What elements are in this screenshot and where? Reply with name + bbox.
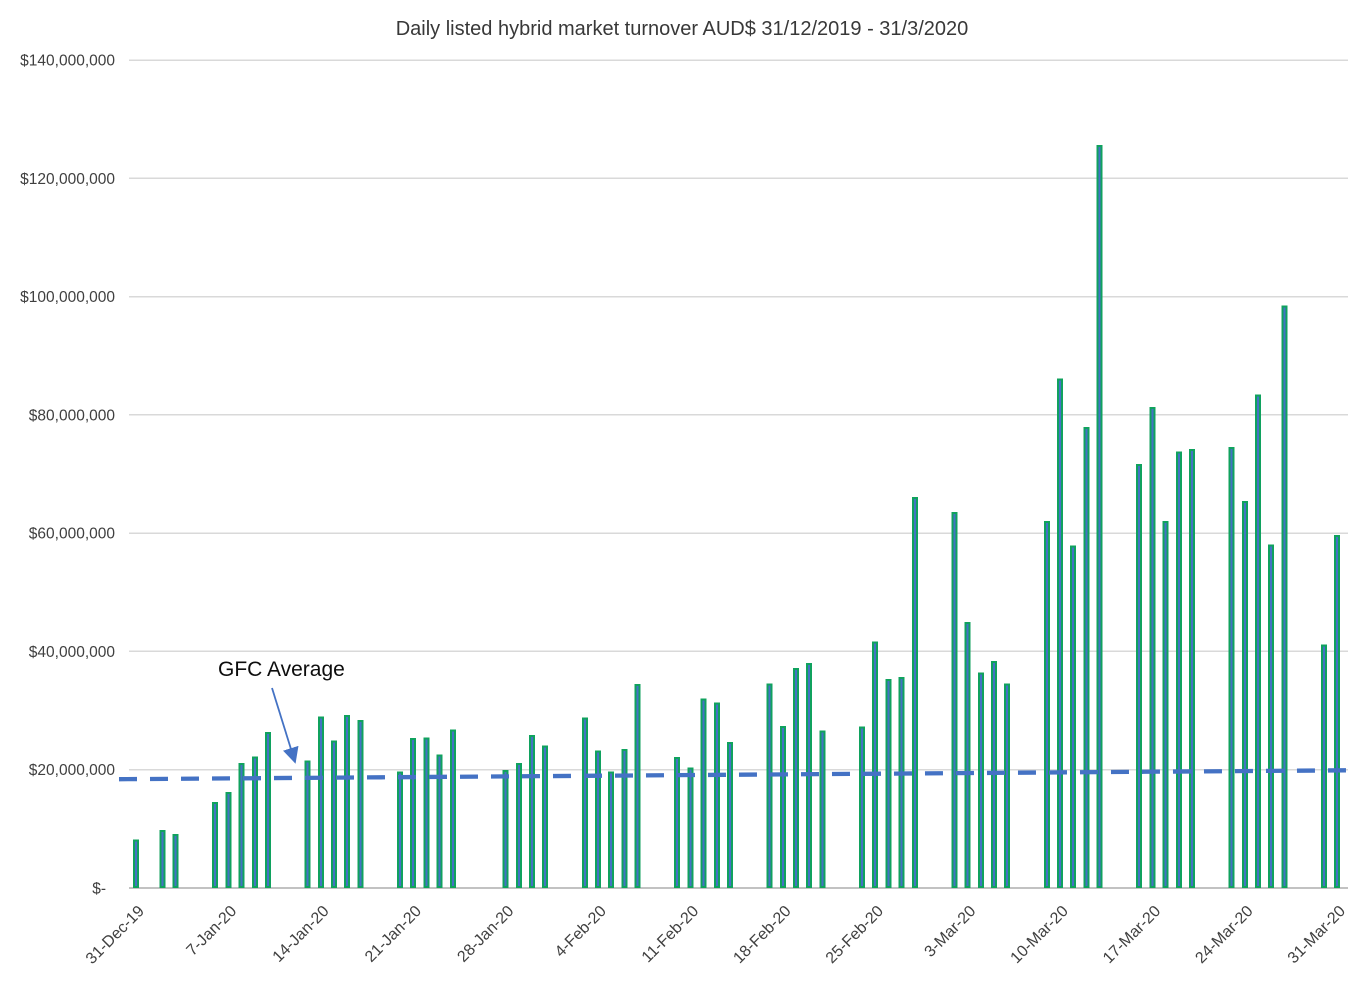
bar	[251, 756, 258, 888]
bar	[1228, 447, 1235, 888]
gfc-annotation-arrow	[271, 687, 299, 764]
bar	[727, 742, 733, 888]
gfc-average-label: GFC Average	[218, 658, 345, 681]
bar	[172, 833, 179, 888]
bar	[911, 497, 918, 888]
y-tick-label: $100,000,000	[20, 289, 115, 306]
bar	[529, 735, 535, 888]
bar	[674, 756, 681, 889]
chart-title: Daily listed hybrid market turnover AUD$…	[395, 18, 969, 40]
bar	[212, 801, 219, 888]
bar	[793, 668, 799, 889]
x-tick-label: 24-Mar-20	[1192, 903, 1256, 967]
bar	[133, 839, 139, 889]
gfc-average-line	[118, 768, 1349, 782]
y-tick-label: $40,000,000	[29, 644, 116, 661]
bar	[713, 702, 720, 888]
bar	[595, 750, 601, 889]
x-tick-label: 17-Mar-20	[1100, 903, 1164, 967]
bar	[621, 749, 628, 889]
bar	[1268, 544, 1275, 888]
x-tick-label: 31-Mar-20	[1285, 903, 1349, 967]
bar	[397, 771, 403, 889]
bar	[859, 726, 865, 889]
bar	[766, 683, 773, 888]
bar	[317, 716, 324, 889]
bar	[687, 767, 694, 888]
bar	[1321, 644, 1327, 888]
bar	[502, 769, 509, 889]
bar	[1083, 426, 1090, 888]
bar	[1096, 144, 1103, 889]
bar	[542, 745, 549, 888]
x-tick-label: 31-Dec-19	[83, 903, 148, 968]
bar	[1255, 394, 1261, 888]
bar	[515, 762, 522, 888]
bar	[634, 684, 641, 888]
bar	[225, 791, 232, 888]
x-tick-label: 14-Jan-20	[270, 903, 333, 966]
x-tick-label: 18-Feb-20	[730, 903, 794, 967]
bar	[977, 672, 984, 888]
bar	[1004, 683, 1011, 888]
bar	[1241, 500, 1248, 888]
bar	[1281, 305, 1288, 889]
bar	[700, 698, 707, 888]
y-tick-label: $20,000,000	[29, 762, 116, 779]
bar	[304, 760, 311, 889]
bar	[1149, 406, 1156, 888]
bar	[872, 641, 879, 888]
bar	[449, 729, 456, 889]
y-tick-label: $-	[92, 881, 106, 898]
bar	[1189, 448, 1195, 888]
bar	[265, 732, 271, 888]
bar	[238, 762, 245, 888]
y-tick-label: $140,000,000	[20, 53, 115, 70]
bar	[410, 738, 417, 888]
bar	[159, 830, 166, 889]
bar	[779, 726, 786, 888]
y-tick-label: $120,000,000	[20, 171, 115, 188]
bar	[898, 677, 905, 888]
bar	[331, 740, 337, 888]
x-tick-label: 21-Jan-20	[362, 903, 425, 966]
bar	[357, 720, 364, 889]
y-tick-label: $60,000,000	[29, 526, 116, 543]
bar	[1175, 451, 1182, 888]
x-tick-label: 11-Feb-20	[639, 903, 702, 966]
x-tick-label: 7-Jan-20	[184, 903, 241, 960]
bar	[885, 678, 892, 888]
bar	[964, 622, 971, 888]
x-tick-label: 4-Feb-20	[552, 903, 610, 961]
x-tick-label: 28-Jan-20	[454, 903, 517, 966]
bar	[436, 754, 443, 888]
bar	[608, 771, 615, 889]
bar	[1043, 520, 1050, 889]
x-tick-label: 3-Mar-20	[922, 903, 980, 961]
bar	[1070, 545, 1077, 888]
bar	[951, 512, 958, 888]
bar	[423, 737, 430, 889]
x-tick-label: 10-Mar-20	[1008, 903, 1072, 967]
bar	[819, 730, 826, 888]
y-tick-label: $80,000,000	[29, 407, 116, 424]
bar	[1057, 378, 1063, 888]
bar	[1334, 535, 1341, 888]
bar	[1162, 520, 1169, 889]
bar	[344, 714, 351, 889]
x-tick-label: 25-Feb-20	[823, 903, 887, 967]
bar	[581, 717, 588, 888]
bar	[1136, 464, 1143, 888]
